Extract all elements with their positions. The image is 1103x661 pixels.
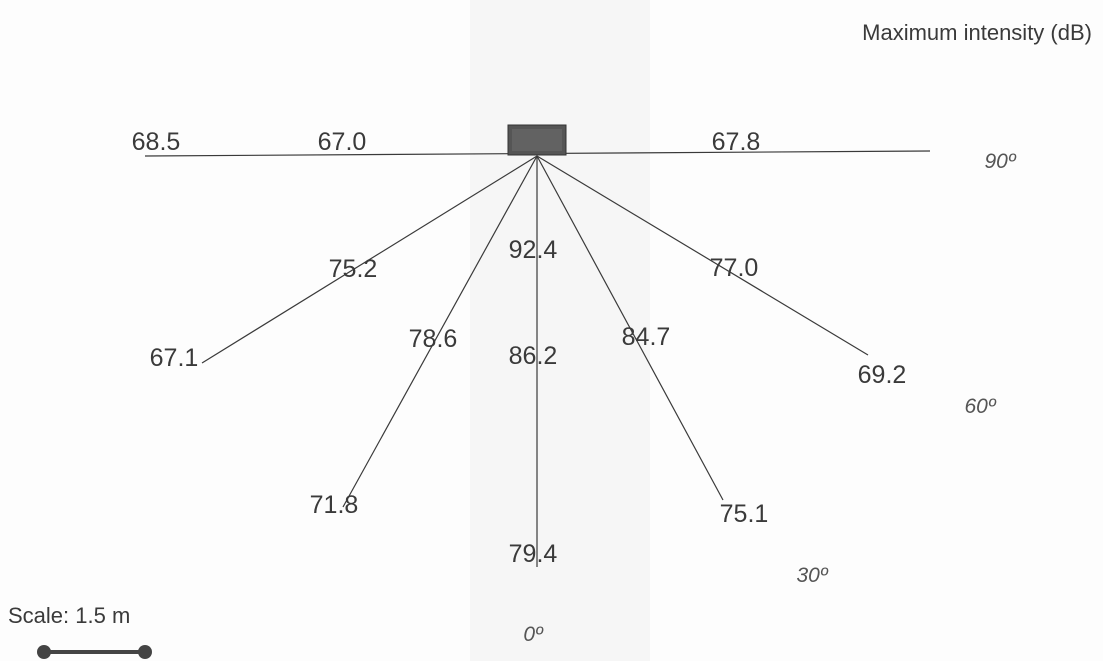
angle-label-90: 90º [984, 150, 1016, 173]
reading-right-30-near: 84.7 [622, 323, 671, 351]
reading-left-90-far: 68.5 [132, 128, 181, 156]
reading-left-90-near: 67.0 [318, 128, 367, 156]
scale-bar-left-dot-icon [37, 645, 51, 659]
angle-label-60: 60º [964, 395, 996, 418]
angle-label-0: 0º [523, 623, 544, 646]
background-band [470, 0, 650, 661]
reading-left-60-far: 67.1 [150, 344, 199, 372]
ray-right-30-line [536, 155, 724, 501]
reading-left-30-near: 78.6 [409, 325, 458, 353]
reading-0-far: 79.4 [509, 540, 558, 568]
ray-left-60-line [201, 155, 538, 364]
reading-right-90-near: 67.8 [712, 128, 761, 156]
scale-bar-right-dot-icon [138, 645, 152, 659]
reading-right-30-far: 75.1 [720, 500, 769, 528]
ray-left-30-line [342, 155, 538, 508]
reading-left-30-far: 71.8 [310, 491, 359, 519]
reading-0-near: 92.4 [509, 236, 558, 264]
reading-0-mid: 86.2 [509, 342, 558, 370]
reading-right-60-near: 77.0 [710, 254, 759, 282]
reading-right-60-far: 69.2 [858, 361, 907, 389]
source-block-texture [512, 129, 562, 151]
angle-label-30: 30º [796, 564, 828, 587]
reading-left-60-near: 75.2 [329, 255, 378, 283]
ray-right-60-line [536, 155, 869, 356]
scale-label: Scale: 1.5 m [8, 603, 130, 628]
diagram-title: Maximum intensity (dB) [862, 20, 1092, 45]
